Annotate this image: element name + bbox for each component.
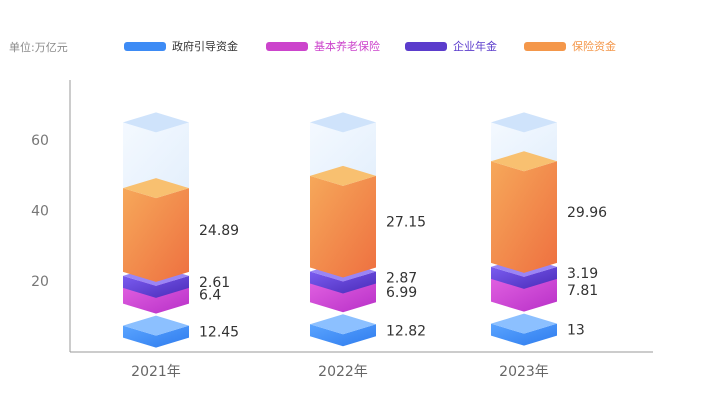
legend-swatch <box>405 41 447 51</box>
legend-swatch <box>124 41 166 51</box>
block-top <box>310 314 376 335</box>
legend-item[interactable]: 企业年金 <box>405 38 497 54</box>
y-tick-label: 20 <box>31 274 49 290</box>
block-top <box>491 112 557 133</box>
block-body <box>123 122 189 199</box>
stack-cap <box>123 112 189 199</box>
data-label: 3.19 <box>567 266 598 282</box>
x-tick-label: 2022年 <box>318 364 368 380</box>
legend-swatch <box>266 41 308 51</box>
legend: 政府引导资金 基本养老保险 企业年金 保险资金 <box>0 0 704 60</box>
block-body <box>123 275 189 298</box>
legend-label: 政府引导资金 <box>172 40 238 53</box>
data-label: 24.89 <box>199 223 239 239</box>
block-top <box>123 112 189 133</box>
block-body <box>310 122 376 186</box>
block-body <box>310 271 376 294</box>
bar-segment <box>491 151 557 273</box>
block-body <box>123 188 189 282</box>
x-tick-label: 2021年 <box>131 364 181 380</box>
legend-label: 企业年金 <box>453 40 497 53</box>
block-top <box>491 313 557 334</box>
bar-segment <box>123 178 189 282</box>
bar-stack: 12.82 6.992.87 27.15 2022年 <box>310 112 426 380</box>
data-label: 7.81 <box>567 283 598 299</box>
block-top <box>123 178 189 199</box>
block-body <box>491 278 557 312</box>
unit-label: 单位:万亿元 <box>9 41 68 54</box>
legend-swatch <box>524 41 566 51</box>
block-body <box>310 324 376 347</box>
data-label: 6.99 <box>386 285 417 301</box>
bar-stack: 13 7.813.19 29.96 2023年 <box>491 112 607 380</box>
data-label: 12.45 <box>199 325 239 341</box>
block-top <box>491 151 557 172</box>
bar-segment <box>310 165 376 278</box>
legend-item[interactable]: 政府引导资金 <box>124 38 238 54</box>
bar-stack: 12.45 6.42.61 24.89 2021年 <box>123 112 239 380</box>
data-label: 29.96 <box>567 205 607 221</box>
block-body <box>310 281 376 313</box>
y-tick-label: 40 <box>31 204 49 220</box>
bar-segment <box>491 313 557 346</box>
data-label: 2.61 <box>199 275 230 291</box>
data-label: 6.4 <box>199 287 221 303</box>
data-label: 13 <box>567 323 585 339</box>
y-tick-label: 60 <box>31 133 49 149</box>
block-body <box>491 323 557 346</box>
block-body <box>310 175 376 278</box>
bar-segment <box>123 315 189 348</box>
stack-cap <box>310 112 376 186</box>
legend-item[interactable]: 保险资金 <box>524 38 616 54</box>
block-top <box>123 315 189 336</box>
block-body <box>491 161 557 273</box>
data-label: 2.87 <box>386 271 417 287</box>
block-body <box>491 266 557 289</box>
x-tick-label: 2023年 <box>499 364 549 380</box>
legend-item[interactable]: 基本养老保险 <box>266 38 380 54</box>
block-top <box>310 112 376 133</box>
data-label: 27.15 <box>386 215 426 231</box>
data-label: 12.82 <box>386 323 426 339</box>
block-top <box>310 165 376 186</box>
legend-label: 保险资金 <box>572 40 616 53</box>
bar-segment <box>310 314 376 347</box>
legend-label: 基本养老保险 <box>314 40 380 53</box>
block-body <box>123 325 189 348</box>
